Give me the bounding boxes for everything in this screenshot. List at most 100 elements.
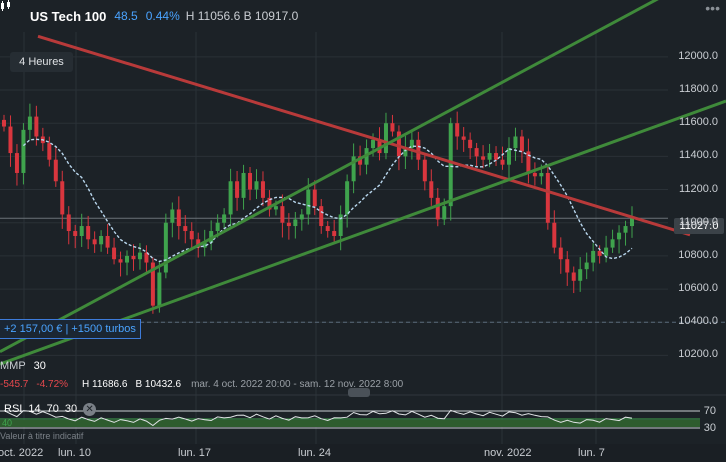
candle-down <box>332 231 337 236</box>
rsi-line <box>3 409 633 427</box>
candle-down <box>416 139 421 160</box>
rsi-param-2: 70 <box>46 403 59 415</box>
candle-up <box>241 172 246 198</box>
candle-up <box>506 148 511 165</box>
candle-up <box>79 226 84 236</box>
y-tick-label: 10600.0 <box>678 282 718 295</box>
candle-down <box>34 116 39 137</box>
candle-down <box>396 131 401 157</box>
candle-up <box>202 242 207 248</box>
rsi-level-30: 30 <box>703 422 716 434</box>
close-icon[interactable]: ✕ <box>83 402 97 416</box>
candle-up <box>125 255 130 263</box>
candle-up <box>513 136 518 149</box>
candle-down <box>118 259 123 263</box>
candle-down <box>390 123 395 132</box>
candle-up <box>99 236 104 245</box>
candle-down <box>532 172 537 177</box>
candle-up <box>338 214 343 236</box>
instrument-name: US Tech 100 <box>30 8 107 24</box>
candle-down <box>571 272 576 281</box>
candle-up <box>623 226 628 233</box>
candle-down <box>189 231 194 240</box>
candle-up <box>403 148 408 157</box>
candle-down <box>47 143 52 160</box>
x-tick-label: oct. 2022 <box>0 447 44 459</box>
candle-down <box>267 197 272 210</box>
candle-down <box>422 159 427 182</box>
candle-down <box>131 255 136 260</box>
candle-up <box>254 181 259 190</box>
x-tick-label: lun. 7 <box>578 447 605 459</box>
candle-up <box>21 129 26 173</box>
rsi-name: RSI <box>4 403 23 415</box>
range-high: H 11686.6 <box>82 378 128 390</box>
candle-down <box>325 226 330 232</box>
range-change-pct: -4.72% <box>36 378 69 390</box>
candle-up <box>299 214 304 220</box>
y-tick-label: 12000.0 <box>678 49 718 62</box>
range-change: -545.7 <box>0 378 29 390</box>
moving-average-line <box>22 138 633 263</box>
candle-up <box>170 209 175 223</box>
candle-up <box>27 116 32 130</box>
candle-down <box>112 247 117 260</box>
candle-down <box>86 226 91 240</box>
candle-up <box>610 239 615 248</box>
candle-down <box>92 239 97 245</box>
candle-up <box>137 252 142 260</box>
candle-down <box>105 236 110 248</box>
high-low-values: H 11056.6 B 10917.0 <box>185 9 299 23</box>
position-label[interactable]: +2 157,00 € | +1500 turbos <box>0 319 141 339</box>
candle-down <box>176 209 181 227</box>
more-dots-icon[interactable]: ••• <box>705 0 720 16</box>
rsi-band <box>0 420 700 427</box>
candle-down <box>280 206 285 223</box>
candle-up <box>351 156 356 182</box>
candle-up <box>345 181 350 215</box>
candle-up <box>157 272 162 306</box>
candle-down <box>235 181 240 198</box>
candle-down <box>558 247 563 260</box>
candle-down <box>474 148 479 157</box>
moving-average-legend[interactable]: MMP 30 <box>0 358 50 374</box>
pane-resize-handle[interactable] <box>348 388 370 397</box>
candle-up <box>222 214 227 223</box>
timeframe-button[interactable]: 4 Heures <box>10 52 73 72</box>
rsi-level-70: 70 <box>703 405 716 417</box>
candle-up <box>383 123 388 154</box>
candle-down <box>183 226 188 232</box>
price-change-pct: 0.44% <box>145 9 180 23</box>
candle-down <box>2 119 6 127</box>
candle-up <box>487 153 492 160</box>
candle-up <box>630 217 634 227</box>
y-tick-label: 11000.0 <box>679 215 718 228</box>
candle-down <box>429 181 434 198</box>
indicator-period: 30 <box>33 360 46 372</box>
candle-down <box>545 172 550 223</box>
candle-up <box>539 172 544 177</box>
rsi-legend[interactable]: RSI 14 70 30 ✕ <box>0 402 102 416</box>
instrument-header: US Tech 100 48.5 0.44% H 11056.6 B 10917… <box>0 0 726 32</box>
candlestick-chart-icon[interactable] <box>1 0 24 24</box>
candle-up <box>163 222 168 273</box>
candle-down <box>14 153 19 173</box>
candle-down <box>312 189 317 207</box>
candle-up <box>578 269 583 281</box>
rsi-param-1: 14 <box>28 403 41 415</box>
y-tick-label: 11800.0 <box>679 83 718 96</box>
candle-down <box>481 156 486 160</box>
indicator-name: MMP <box>0 360 26 372</box>
candle-up <box>228 181 233 215</box>
y-tick-label: 10400.0 <box>678 315 718 328</box>
y-tick-label: 11600.0 <box>679 116 718 129</box>
x-tick-label: lun. 10 <box>58 447 92 459</box>
x-tick-label: lun. 24 <box>298 447 332 459</box>
candle-down <box>196 239 201 248</box>
candle-down <box>150 262 155 306</box>
candle-down <box>53 159 58 182</box>
candle-up <box>617 232 622 240</box>
rsi-param-3: 30 <box>64 403 78 415</box>
candle-down <box>494 153 499 160</box>
y-tick-label: 11200.0 <box>679 182 718 195</box>
